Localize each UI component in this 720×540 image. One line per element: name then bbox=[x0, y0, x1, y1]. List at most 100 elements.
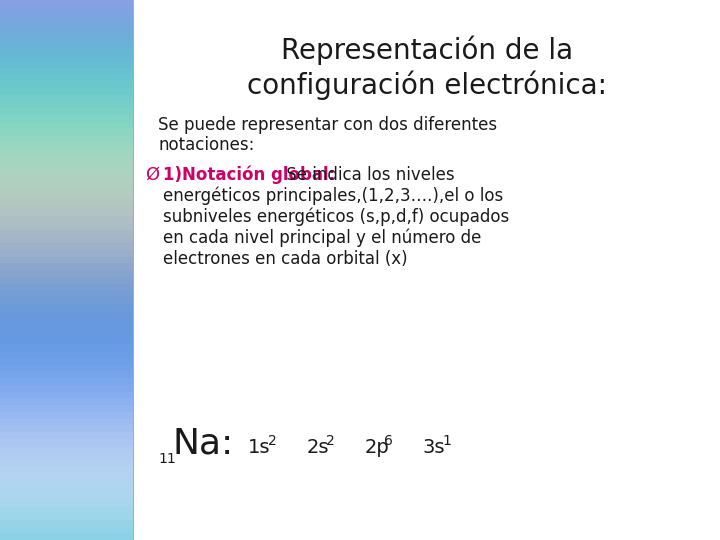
Bar bbox=[0, 141, 133, 149]
Bar bbox=[0, 351, 133, 357]
Bar bbox=[0, 270, 133, 276]
Bar bbox=[0, 472, 133, 480]
Bar bbox=[0, 216, 133, 222]
Bar bbox=[0, 6, 133, 14]
Text: 3s: 3s bbox=[422, 438, 445, 457]
Bar bbox=[0, 20, 133, 27]
Bar bbox=[0, 230, 133, 237]
Bar bbox=[0, 40, 133, 47]
Text: en cada nivel principal y el número de: en cada nivel principal y el número de bbox=[163, 229, 482, 247]
Bar bbox=[0, 357, 133, 364]
Text: 11: 11 bbox=[158, 452, 176, 466]
Bar bbox=[0, 202, 133, 209]
Bar bbox=[0, 330, 133, 338]
Bar bbox=[0, 465, 133, 472]
Bar bbox=[0, 263, 133, 270]
Bar bbox=[0, 256, 133, 263]
Bar bbox=[0, 459, 133, 465]
Bar bbox=[0, 297, 133, 303]
Bar bbox=[0, 492, 133, 500]
Text: 1: 1 bbox=[442, 434, 451, 448]
Bar bbox=[0, 0, 133, 6]
Text: 2s: 2s bbox=[306, 438, 329, 457]
Bar bbox=[0, 237, 133, 243]
Bar bbox=[0, 453, 133, 459]
Text: 1)Notación global:: 1)Notación global: bbox=[163, 166, 336, 184]
Bar bbox=[0, 128, 133, 135]
Bar bbox=[0, 135, 133, 141]
Text: Se puede representar con dos diferentes: Se puede representar con dos diferentes bbox=[158, 116, 498, 134]
Bar bbox=[0, 54, 133, 60]
Bar bbox=[0, 438, 133, 445]
Bar bbox=[0, 534, 133, 540]
Bar bbox=[0, 345, 133, 351]
Text: 1s: 1s bbox=[248, 438, 271, 457]
Text: subniveles energéticos (s,p,d,f) ocupados: subniveles energéticos (s,p,d,f) ocupado… bbox=[163, 208, 510, 226]
Bar bbox=[0, 162, 133, 168]
Bar bbox=[0, 68, 133, 74]
Bar bbox=[0, 324, 133, 330]
Bar bbox=[0, 364, 133, 372]
Bar bbox=[0, 384, 133, 391]
Bar bbox=[0, 122, 133, 128]
Text: Ø: Ø bbox=[145, 166, 159, 184]
Bar bbox=[0, 519, 133, 526]
Bar bbox=[0, 338, 133, 345]
Bar bbox=[0, 392, 133, 399]
Text: Se indica los niveles: Se indica los niveles bbox=[282, 166, 455, 184]
Bar bbox=[0, 276, 133, 284]
Bar bbox=[0, 81, 133, 87]
Text: Representación de la: Representación de la bbox=[281, 35, 572, 65]
Bar bbox=[0, 87, 133, 94]
Bar bbox=[0, 148, 133, 156]
Bar bbox=[0, 317, 133, 324]
Bar bbox=[0, 399, 133, 405]
Bar bbox=[0, 418, 133, 426]
Bar bbox=[0, 27, 133, 33]
Bar bbox=[0, 60, 133, 68]
Text: energéticos principales,(1,2,3….),el o los: energéticos principales,(1,2,3….),el o l… bbox=[163, 187, 503, 205]
Bar bbox=[0, 284, 133, 291]
Text: 2: 2 bbox=[268, 434, 277, 448]
Bar bbox=[0, 480, 133, 486]
Bar bbox=[0, 156, 133, 162]
Bar bbox=[0, 405, 133, 411]
Bar bbox=[0, 222, 133, 230]
Bar bbox=[0, 33, 133, 40]
Bar bbox=[0, 243, 133, 249]
Bar bbox=[0, 378, 133, 384]
Bar bbox=[0, 526, 133, 534]
Bar bbox=[0, 310, 133, 317]
Bar bbox=[0, 14, 133, 20]
Text: 6: 6 bbox=[384, 434, 393, 448]
Text: 2p: 2p bbox=[364, 438, 389, 457]
Text: 2: 2 bbox=[326, 434, 335, 448]
Bar bbox=[0, 249, 133, 256]
Bar bbox=[0, 195, 133, 202]
Bar bbox=[0, 102, 133, 108]
Bar bbox=[0, 94, 133, 102]
Bar bbox=[0, 446, 133, 453]
Bar bbox=[0, 183, 133, 189]
Bar bbox=[0, 432, 133, 438]
Text: Na:: Na: bbox=[172, 426, 233, 460]
Bar bbox=[0, 168, 133, 176]
Bar bbox=[0, 176, 133, 183]
Bar bbox=[0, 74, 133, 81]
Bar bbox=[0, 303, 133, 310]
Bar bbox=[0, 372, 133, 378]
Text: notaciones:: notaciones: bbox=[158, 136, 255, 154]
Bar bbox=[0, 500, 133, 507]
Text: configuración electrónica:: configuración electrónica: bbox=[246, 70, 606, 100]
Bar bbox=[0, 47, 133, 54]
Text: electrones en cada orbital (x): electrones en cada orbital (x) bbox=[163, 250, 408, 268]
Bar bbox=[0, 209, 133, 216]
Bar bbox=[0, 507, 133, 513]
Bar bbox=[0, 486, 133, 492]
Bar bbox=[0, 291, 133, 297]
Bar bbox=[0, 189, 133, 195]
Bar bbox=[0, 108, 133, 115]
Bar bbox=[0, 115, 133, 122]
Bar bbox=[0, 426, 133, 432]
Bar bbox=[0, 411, 133, 418]
